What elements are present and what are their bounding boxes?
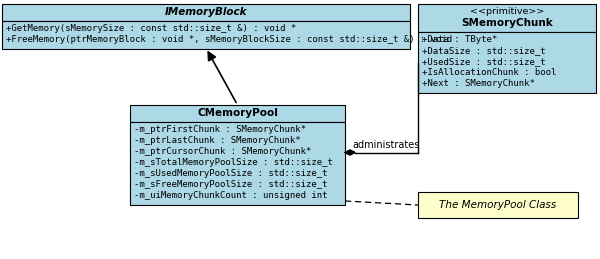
Text: +IsAllocationChunk : bool: +IsAllocationChunk : bool — [422, 68, 556, 77]
Text: -m_sFreeMemoryPoolSize : std::size_t: -m_sFreeMemoryPoolSize : std::size_t — [134, 180, 328, 189]
Text: +GetMemory(sMemorySize : const std::size_t &) : void *: +GetMemory(sMemorySize : const std::size… — [6, 24, 296, 33]
Bar — [418, 192, 578, 218]
Polygon shape — [345, 150, 355, 155]
Text: IMemoryBlock: IMemoryBlock — [165, 7, 247, 17]
Bar — [130, 122, 345, 205]
Text: -m_sTotalMemoryPoolSize : std::size_t: -m_sTotalMemoryPoolSize : std::size_t — [134, 158, 333, 167]
Bar — [2, 4, 410, 21]
Text: -m_ptrFirstChunk : SMemoryChunk*: -m_ptrFirstChunk : SMemoryChunk* — [134, 125, 306, 134]
Text: administrates: administrates — [353, 140, 420, 150]
Text: The MemoryPool Class: The MemoryPool Class — [439, 200, 557, 210]
Text: +Data : TByte*: +Data : TByte* — [422, 35, 497, 44]
Text: CMemoryPool: CMemoryPool — [197, 108, 278, 118]
Text: +FreeMemory(ptrMemoryBlock : void *, sMemoryBlockSize : const std::size_t &) : v: +FreeMemory(ptrMemoryBlock : void *, sMe… — [6, 35, 452, 44]
Text: +UsedSize : std::size_t: +UsedSize : std::size_t — [422, 57, 545, 66]
Text: -m_ptrLastChunk : SMemoryChunk*: -m_ptrLastChunk : SMemoryChunk* — [134, 136, 301, 145]
Bar — [418, 32, 596, 93]
Text: -m_uiMemoryChunkCount : unsigned int: -m_uiMemoryChunkCount : unsigned int — [134, 191, 328, 200]
Text: <<primitive>>: <<primitive>> — [470, 7, 544, 16]
Bar — [2, 21, 410, 49]
Text: +Next : SMemoryChunk*: +Next : SMemoryChunk* — [422, 79, 535, 88]
Text: +DataSize : std::size_t: +DataSize : std::size_t — [422, 46, 545, 55]
Bar — [418, 4, 596, 32]
Bar — [130, 105, 345, 122]
Text: SMemoryChunk: SMemoryChunk — [461, 18, 553, 28]
Text: -m_sUsedMemoryPoolSize : std::size_t: -m_sUsedMemoryPoolSize : std::size_t — [134, 169, 328, 178]
Text: -m_ptrCursorChunk : SMemoryChunk*: -m_ptrCursorChunk : SMemoryChunk* — [134, 147, 311, 156]
